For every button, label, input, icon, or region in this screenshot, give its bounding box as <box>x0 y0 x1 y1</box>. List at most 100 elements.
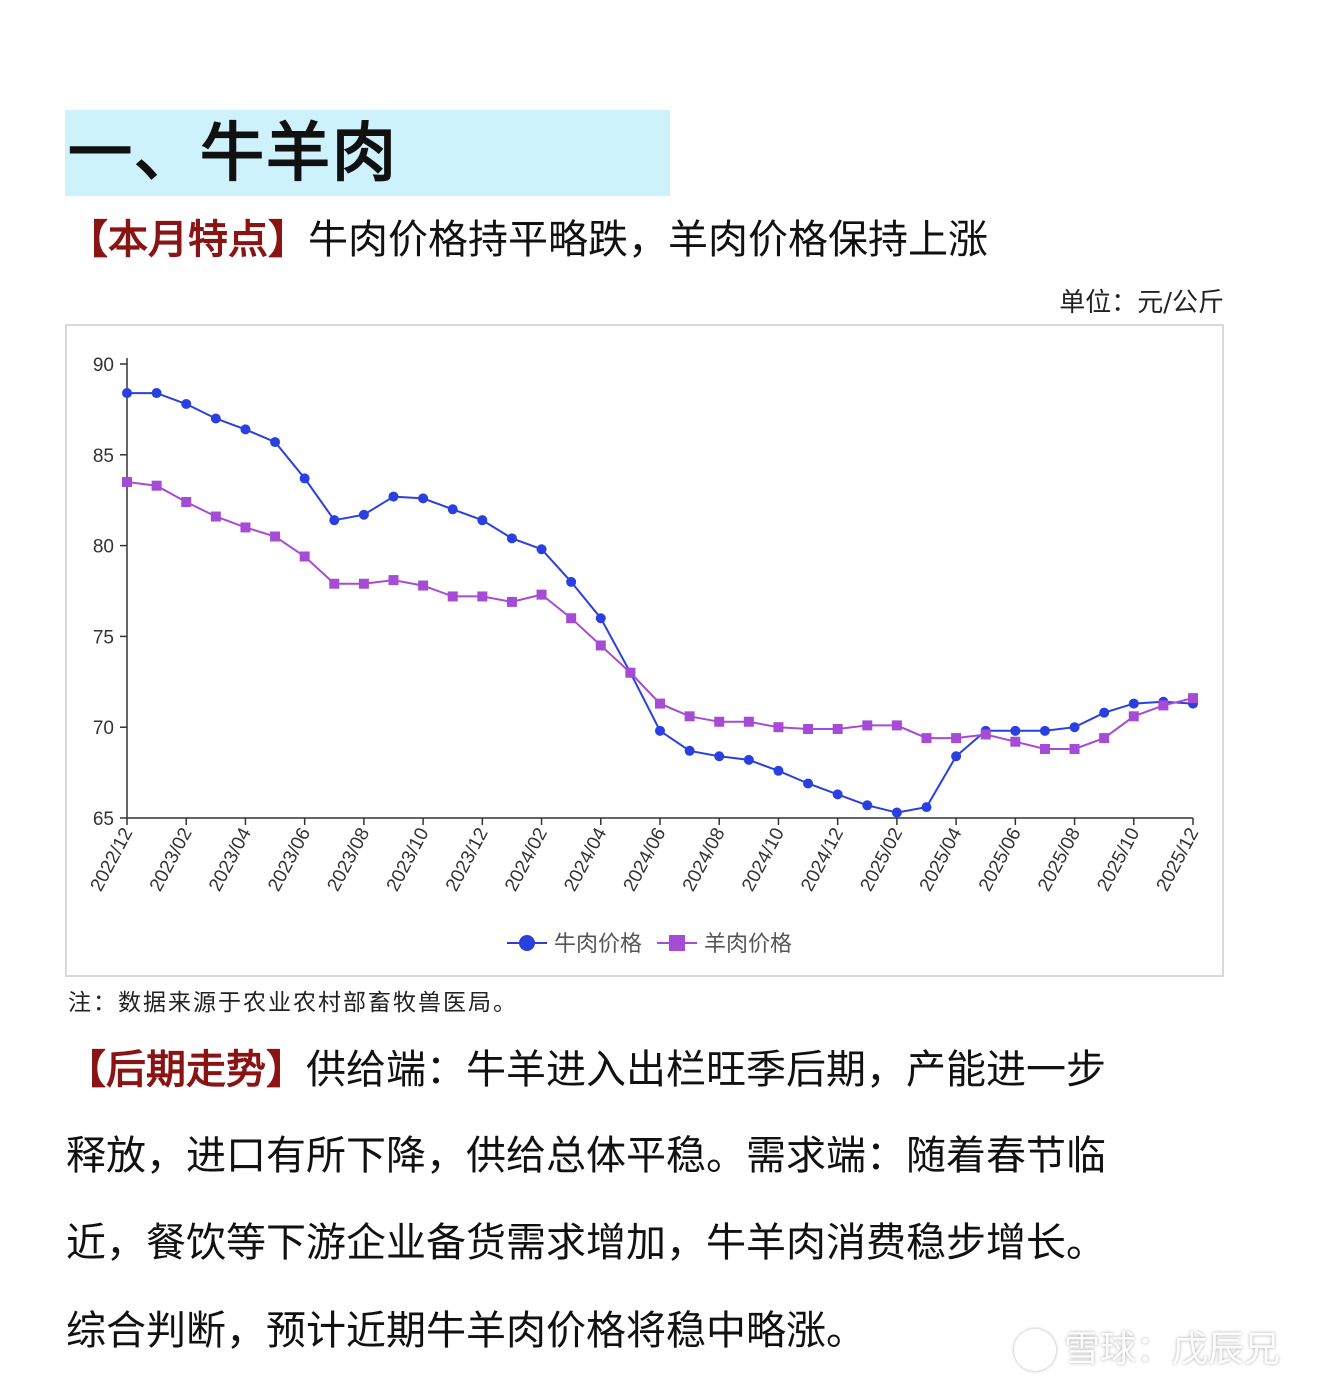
data-point-lamb <box>773 722 784 733</box>
section-title-highlight <box>65 110 670 196</box>
x-tick-label: 2024/06 <box>620 824 671 895</box>
x-tick-label: 2023/12 <box>442 824 493 895</box>
x-tick-label: 2025/06 <box>975 824 1026 895</box>
data-point-beef <box>122 388 132 399</box>
x-tick-label: 2022/12 <box>87 824 138 895</box>
monthly-feature: 【本月特点】牛肉价格持平略跌，羊肉价格保持上涨 <box>68 212 988 268</box>
data-point-lamb <box>358 578 369 589</box>
data-point-beef <box>595 613 606 624</box>
data-point-lamb <box>655 698 665 709</box>
data-point-beef <box>240 424 251 435</box>
data-point-beef <box>1039 725 1050 736</box>
data-point-beef <box>1010 725 1021 736</box>
data-point-lamb <box>388 575 399 586</box>
series-line-1 <box>127 392 1194 814</box>
x-tick-label: 2025/02 <box>857 824 908 895</box>
legend-marker-square <box>669 935 685 951</box>
data-point-beef <box>506 533 517 544</box>
data-point-beef <box>684 745 695 756</box>
x-tick-label: 2024/04 <box>560 824 611 895</box>
data-point-beef <box>299 473 310 484</box>
data-point-lamb <box>891 720 902 731</box>
data-point-lamb <box>714 716 725 727</box>
data-point-lamb <box>921 733 932 744</box>
data-point-beef <box>921 802 932 813</box>
data-point-beef <box>832 789 843 800</box>
y-tick-label: 80 <box>93 537 114 558</box>
data-point-lamb <box>299 551 310 562</box>
data-point-beef <box>951 751 962 762</box>
legend-label: 羊肉价格 <box>704 932 792 957</box>
data-point-beef <box>210 413 221 424</box>
x-tick-label: 2025/08 <box>1034 824 1085 895</box>
series-line-2 <box>126 481 1194 750</box>
data-point-lamb <box>447 591 458 602</box>
data-source-note: 注：数据来源于农业农村部畜牧兽医局。 <box>68 990 518 1016</box>
x-tick-label: 2025/04 <box>916 824 967 895</box>
outlook-line-2: 释放，进口有所下降，供给总体平稳。需求端：随着春节临 <box>66 1133 1106 1179</box>
outlook-line-4: 综合判断，预计近期牛羊肉价格将稳中略涨。 <box>66 1308 866 1354</box>
data-point-lamb <box>240 522 251 533</box>
data-point-lamb <box>1099 733 1110 744</box>
x-tick-label: 2023/10 <box>383 824 434 895</box>
x-tick-label: 2024/08 <box>679 824 730 895</box>
data-point-beef <box>1099 707 1110 718</box>
price-chart: 65 70 75 80 85 90 2022/12 2023/02 2023/04 2023/06… <box>65 324 1224 977</box>
watermark: 雪球：戊辰兄 <box>1013 1326 1280 1374</box>
y-tick-label: 65 <box>93 809 114 830</box>
data-point-lamb <box>151 480 162 491</box>
outlook-line-3: 近，餐饮等下游企业备货需求增加，牛羊肉消费稳步增长。 <box>66 1220 1106 1266</box>
data-point-lamb <box>684 711 695 722</box>
legend-label: 牛肉价格 <box>554 932 642 957</box>
data-point-lamb <box>803 724 814 735</box>
outlook-text-1: 供给端：牛羊进入出栏旺季后期，产能进一步 <box>306 1047 1106 1093</box>
x-tick-label: 2025/10 <box>1093 824 1144 895</box>
data-point-lamb <box>951 733 962 744</box>
y-tick-label: 90 <box>93 355 114 376</box>
data-point-lamb <box>329 578 340 589</box>
data-point-lamb <box>1010 736 1021 747</box>
data-point-lamb <box>1158 700 1169 711</box>
data-point-lamb <box>506 596 517 607</box>
data-point-lamb <box>270 531 281 542</box>
data-point-lamb <box>1128 711 1139 722</box>
data-point-lamb <box>122 477 132 488</box>
x-tick-label: 2023/08 <box>324 824 375 895</box>
data-point-lamb <box>210 511 221 522</box>
data-point-beef <box>1069 722 1080 733</box>
data-point-beef <box>151 388 162 399</box>
data-point-beef <box>536 544 547 555</box>
snowball-logo-icon <box>1013 1329 1056 1371</box>
data-point-lamb <box>832 724 843 735</box>
data-point-beef <box>270 437 281 448</box>
data-point-beef <box>743 754 754 765</box>
x-tick-label: 2025/12 <box>1153 824 1204 895</box>
data-point-lamb <box>566 613 577 624</box>
data-point-beef <box>181 398 192 409</box>
data-point-beef <box>477 515 488 526</box>
y-tick-label: 70 <box>93 718 114 739</box>
data-point-beef <box>388 491 399 502</box>
data-point-lamb <box>743 716 754 727</box>
data-point-lamb <box>1188 693 1198 704</box>
data-point-lamb <box>1069 743 1080 754</box>
data-point-beef <box>803 778 814 789</box>
monthly-feature-label: 【本月特点】 <box>68 217 308 263</box>
data-point-beef <box>773 765 784 776</box>
data-point-beef <box>891 807 902 818</box>
x-tick-label: 2023/06 <box>264 824 315 895</box>
data-point-beef <box>862 800 873 811</box>
watermark-text: 雪球：戊辰兄 <box>1063 1329 1280 1370</box>
y-tick-label: 85 <box>93 446 114 467</box>
data-point-lamb <box>181 497 192 508</box>
x-tick-label: 2023/04 <box>205 824 256 895</box>
data-point-beef <box>358 509 369 520</box>
data-point-lamb <box>862 720 873 731</box>
data-point-lamb <box>980 729 991 740</box>
data-point-beef <box>329 515 340 526</box>
data-point-lamb <box>1039 743 1050 754</box>
data-point-beef <box>447 504 458 515</box>
x-tick-label: 2023/02 <box>146 824 197 895</box>
data-point-lamb <box>418 580 429 591</box>
data-point-lamb <box>625 667 636 678</box>
